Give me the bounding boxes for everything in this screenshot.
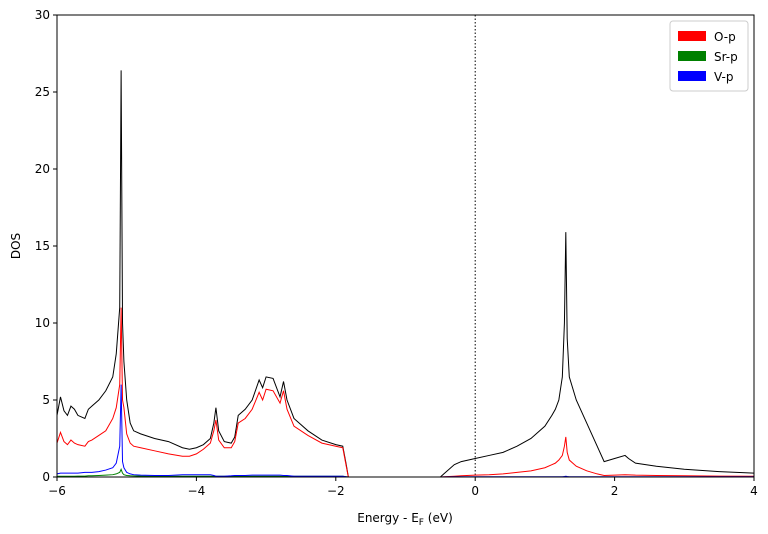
y-tick-label: 25 — [35, 85, 50, 99]
y-tick-label: 10 — [35, 316, 50, 330]
x-tick-label: −2 — [327, 484, 345, 498]
y-axis-label: DOS — [9, 233, 23, 259]
legend-label: Sr-p — [714, 50, 738, 64]
x-label-sub: F — [419, 518, 424, 528]
plot-frame — [56, 14, 755, 478]
legend-label: O-p — [714, 30, 736, 44]
legend-label: V-p — [714, 70, 733, 84]
series-line — [56, 70, 755, 478]
x-tick-label: −4 — [188, 484, 206, 498]
legend-swatch — [678, 71, 706, 81]
x-tick-label: 2 — [611, 484, 619, 498]
y-tick-label: 15 — [35, 239, 50, 253]
y-tick-label: 30 — [35, 8, 50, 22]
series-line — [56, 384, 754, 478]
x-tick-label: 0 — [471, 484, 479, 498]
x-label-main: Energy - E — [357, 511, 419, 525]
y-tick-label: 0 — [42, 470, 50, 484]
legend-swatch — [678, 31, 706, 41]
x-tick-label: 4 — [750, 484, 758, 498]
x-label-post: (eV) — [424, 511, 453, 525]
x-tick-label: −6 — [48, 484, 66, 498]
x-axis-label: Energy - EF (eV) — [357, 511, 453, 528]
legend-swatch — [678, 51, 706, 61]
y-tick-label: 20 — [35, 162, 50, 176]
y-tick-label: 5 — [42, 393, 50, 407]
series-line — [56, 307, 755, 478]
